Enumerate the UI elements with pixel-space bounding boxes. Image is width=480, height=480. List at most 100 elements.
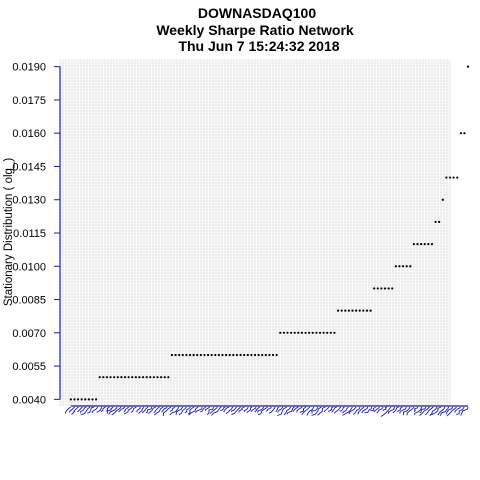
data-point (362, 309, 365, 312)
x-tick-label (220, 406, 226, 412)
x-tick-label (206, 406, 214, 416)
x-tick-label (283, 406, 292, 416)
x-tick-label (145, 406, 153, 414)
x-tick-label (454, 406, 461, 413)
data-point (290, 331, 293, 334)
data-point (311, 331, 314, 334)
x-tick-label (211, 406, 222, 416)
x-tick-label (153, 406, 160, 414)
y-tick-label: 0.0100 (12, 261, 46, 273)
data-point (326, 331, 329, 334)
data-point (279, 331, 282, 334)
data-point (210, 353, 213, 357)
data-point (344, 309, 347, 312)
data-point (214, 353, 217, 357)
data-point (423, 242, 426, 246)
x-tick-label (429, 406, 438, 417)
data-point (232, 353, 235, 357)
data-point (250, 353, 253, 357)
data-point (412, 242, 415, 246)
data-point (282, 331, 285, 334)
x-tick-label (64, 406, 72, 414)
x-tick-label (209, 406, 218, 414)
x-tick-label (108, 406, 118, 415)
x-tick-label (431, 406, 442, 416)
data-point (196, 353, 199, 357)
x-tick-label (317, 406, 326, 416)
x-tick-label (204, 406, 210, 412)
data-point (391, 287, 394, 290)
data-point (286, 331, 289, 334)
data-point (87, 398, 90, 401)
data-point (120, 376, 123, 379)
y-tick-label: 0.0085 (12, 295, 46, 307)
x-tick-label (162, 406, 172, 417)
data-point (405, 265, 408, 268)
data-point (452, 176, 455, 179)
data-point (192, 353, 195, 357)
chart-title: DOWNASDAQ100 Weekly Sharpe Ratio Network… (156, 5, 354, 54)
data-point (199, 353, 202, 357)
data-point (160, 376, 163, 379)
data-point (185, 353, 188, 357)
data-point (84, 398, 87, 401)
x-tick-label (123, 406, 129, 413)
x-tick-label (254, 406, 261, 413)
data-point (398, 265, 401, 268)
data-point (416, 242, 419, 246)
data-point (365, 309, 369, 312)
x-tick-label (333, 406, 342, 414)
x-tick-label (225, 406, 234, 415)
data-point (178, 353, 181, 357)
data-point (383, 287, 387, 290)
data-point (420, 242, 423, 246)
data-point (102, 376, 105, 379)
x-tick-label (299, 406, 307, 414)
x-tick-label (361, 406, 369, 414)
x-tick-label (238, 406, 245, 413)
data-point (156, 376, 159, 379)
x-tick-label (184, 406, 191, 414)
y-tick-label: 0.0040 (12, 394, 46, 406)
x-tick-label (277, 406, 284, 413)
data-point (445, 176, 448, 179)
x-tick-label (148, 406, 156, 415)
data-point (308, 331, 311, 334)
x-tick-label (277, 406, 288, 416)
data-point (347, 309, 350, 312)
data-point (127, 376, 130, 379)
data-point (174, 353, 177, 357)
x-tick-label (456, 406, 465, 415)
data-points (69, 65, 470, 401)
x-tick-label (246, 406, 253, 413)
data-point (109, 376, 112, 379)
data-point (138, 376, 141, 379)
x-tick-label (439, 406, 450, 416)
data-point (376, 287, 379, 290)
x-tick-label (301, 406, 311, 416)
x-tick-label (437, 406, 446, 416)
x-tick-label (265, 406, 272, 412)
data-point (438, 220, 441, 224)
data-point (225, 353, 228, 357)
data-point (105, 376, 109, 379)
data-point (253, 353, 257, 357)
data-point (268, 353, 271, 357)
x-tick-label (130, 406, 137, 413)
x-tick-label (373, 406, 380, 413)
data-point (441, 198, 444, 201)
x-tick-label (80, 406, 87, 414)
data-point (430, 242, 434, 246)
x-tick-label (306, 406, 315, 416)
x-tick-label (106, 406, 114, 414)
data-point (217, 353, 220, 357)
x-tick-label (243, 406, 249, 412)
data-point (203, 353, 206, 357)
y-tick-label: 0.0130 (12, 195, 46, 207)
data-point (243, 353, 246, 357)
x-tick-label (413, 406, 419, 413)
x-tick-label (406, 406, 415, 416)
data-point (91, 398, 94, 401)
x-tick-label (268, 406, 276, 414)
